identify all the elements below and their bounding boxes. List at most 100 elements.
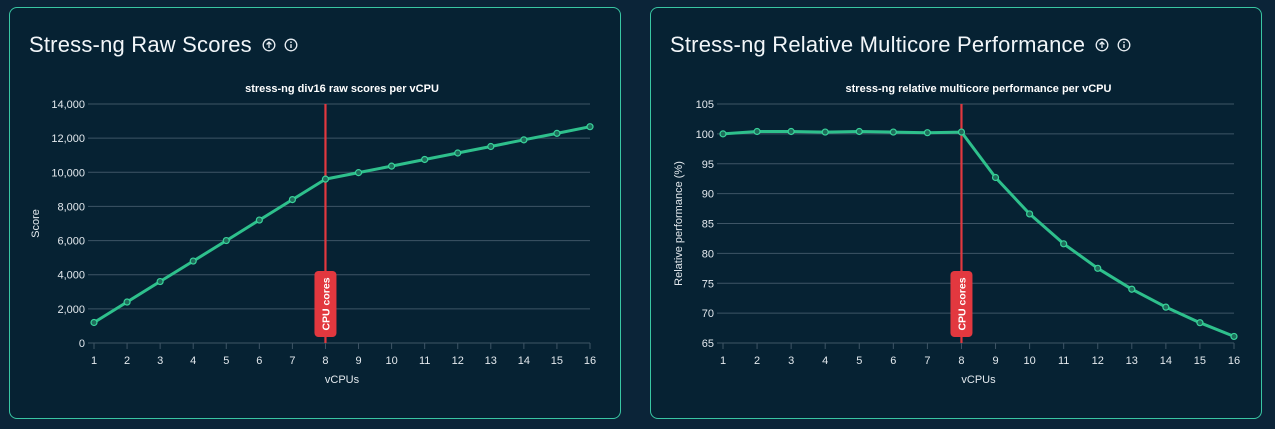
- arrow-up-circle-icon[interactable]: [262, 38, 276, 52]
- y-tick-label: 70: [702, 308, 714, 320]
- x-tick-label: 8: [958, 355, 964, 367]
- raw-scores-header: Stress-ng Raw Scores: [29, 32, 298, 58]
- y-tick-label: 0: [79, 338, 85, 350]
- data-point: [957, 128, 966, 136]
- data-point: [454, 149, 462, 157]
- y-tick-label: 14,000: [51, 99, 85, 111]
- x-tick-label: 16: [1228, 355, 1240, 367]
- data-point: [553, 129, 561, 137]
- series-line: [93, 125, 591, 324]
- y-tick-label: 95: [702, 159, 714, 171]
- data-point: [753, 127, 761, 136]
- y-tick-label: 4,000: [57, 270, 85, 282]
- y-tick-label: 2,000: [57, 304, 85, 316]
- data-point: [1060, 240, 1068, 248]
- x-tick-label: 7: [289, 355, 295, 367]
- chart-title: stress-ng relative multicore performance…: [846, 83, 1112, 95]
- x-tick-label: 11: [1058, 355, 1069, 367]
- relative-performance-header: Stress-ng Relative Multicore Performance: [670, 32, 1131, 58]
- data-point: [889, 128, 897, 136]
- data-point: [520, 136, 528, 144]
- data-point: [189, 257, 197, 265]
- raw-scores-card: Stress-ng Raw Scores stress-ng div16 raw…: [9, 7, 621, 419]
- data-point: [421, 155, 429, 164]
- data-point: [222, 236, 230, 245]
- x-tick-label: 2: [754, 355, 760, 367]
- x-tick-label: 8: [322, 355, 328, 367]
- y-tick-label: 75: [702, 278, 714, 290]
- x-tick-label: 16: [584, 355, 596, 367]
- x-tick-label: 13: [1126, 355, 1138, 367]
- raw-scores-chart: stress-ng div16 raw scores per vCPU 0 2,00…: [30, 83, 596, 386]
- data-point: [1026, 210, 1034, 218]
- data-point: [487, 142, 495, 151]
- data-point: [1128, 285, 1136, 293]
- data-point: [321, 175, 330, 183]
- x-tick-label: 15: [551, 355, 563, 367]
- data-point: [90, 318, 98, 327]
- x-tick-label: 15: [1194, 355, 1206, 367]
- y-tick-label: 90: [702, 189, 714, 201]
- data-point: [923, 129, 931, 137]
- cpu-cores-label-box: [950, 271, 973, 337]
- data-point: [1094, 264, 1102, 272]
- y-tick-label: 8,000: [57, 201, 85, 213]
- info-icon[interactable]: [284, 38, 298, 52]
- x-tick-label: 4: [190, 355, 196, 367]
- y-axis-label: Relative performance (%): [673, 161, 685, 286]
- y-tick-label: 12,000: [51, 133, 85, 145]
- data-point: [855, 127, 863, 136]
- data-point: [388, 162, 396, 170]
- data-point: [1162, 303, 1170, 311]
- x-tick-label: 10: [1023, 355, 1035, 367]
- chart-title: stress-ng div16 raw scores per vCPU: [245, 83, 439, 95]
- x-tick-label: 5: [856, 355, 862, 367]
- x-tick-label: 1: [720, 355, 726, 367]
- x-tick-label: 9: [355, 355, 361, 367]
- card-title: Stress-ng Relative Multicore Performance: [670, 32, 1086, 57]
- y-tick-label: 85: [702, 219, 714, 231]
- data-point: [1196, 319, 1204, 327]
- x-tick-label: 13: [485, 355, 497, 367]
- x-tick-label: 3: [788, 355, 794, 367]
- y-tick-label: 100: [696, 129, 714, 141]
- y-tick-label: 105: [696, 99, 714, 111]
- data-point: [255, 216, 263, 224]
- card-title: Stress-ng Raw Scores: [29, 32, 252, 57]
- data-point: [288, 196, 296, 204]
- y-tick-label: 65: [702, 338, 714, 350]
- x-tick-label: 12: [452, 355, 464, 367]
- data-point: [354, 169, 363, 177]
- data-point: [1230, 332, 1238, 341]
- x-tick-label: 6: [890, 355, 896, 367]
- x-tick-label: 14: [1160, 355, 1172, 367]
- series-line: [722, 130, 1235, 338]
- relative-performance-chart: stress-ng relative multicore performance…: [673, 83, 1240, 386]
- y-tick-label: 80: [702, 248, 714, 260]
- data-point: [821, 128, 829, 136]
- x-tick-label: 9: [992, 355, 998, 367]
- x-tick-label: 2: [124, 355, 130, 367]
- y-tick-label: 6,000: [57, 236, 85, 248]
- cpu-cores-label: CPU cores: [320, 277, 332, 330]
- data-point: [156, 277, 164, 286]
- x-tick-label: 1: [91, 355, 97, 367]
- info-icon[interactable]: [1117, 38, 1131, 52]
- y-tick-label: 10,000: [51, 167, 85, 179]
- arrow-up-circle-icon[interactable]: [1095, 38, 1109, 52]
- data-point: [787, 127, 795, 136]
- cpu-cores-label: CPU cores: [956, 277, 968, 330]
- relative-performance-card: Stress-ng Relative Multicore Performance…: [650, 7, 1262, 419]
- x-axis-label: vCPUs: [961, 374, 996, 386]
- x-tick-label: 7: [924, 355, 930, 367]
- x-tick-label: 12: [1092, 355, 1104, 367]
- y-axis-label: Score: [30, 209, 42, 238]
- x-tick-label: 10: [385, 355, 397, 367]
- x-tick-label: 3: [157, 355, 163, 367]
- x-tick-label: 4: [822, 355, 828, 367]
- data-point: [991, 173, 1000, 182]
- x-tick-label: 11: [419, 355, 430, 367]
- x-axis-label: vCPUs: [325, 374, 360, 386]
- data-point: [719, 130, 727, 138]
- x-tick-label: 14: [518, 355, 530, 367]
